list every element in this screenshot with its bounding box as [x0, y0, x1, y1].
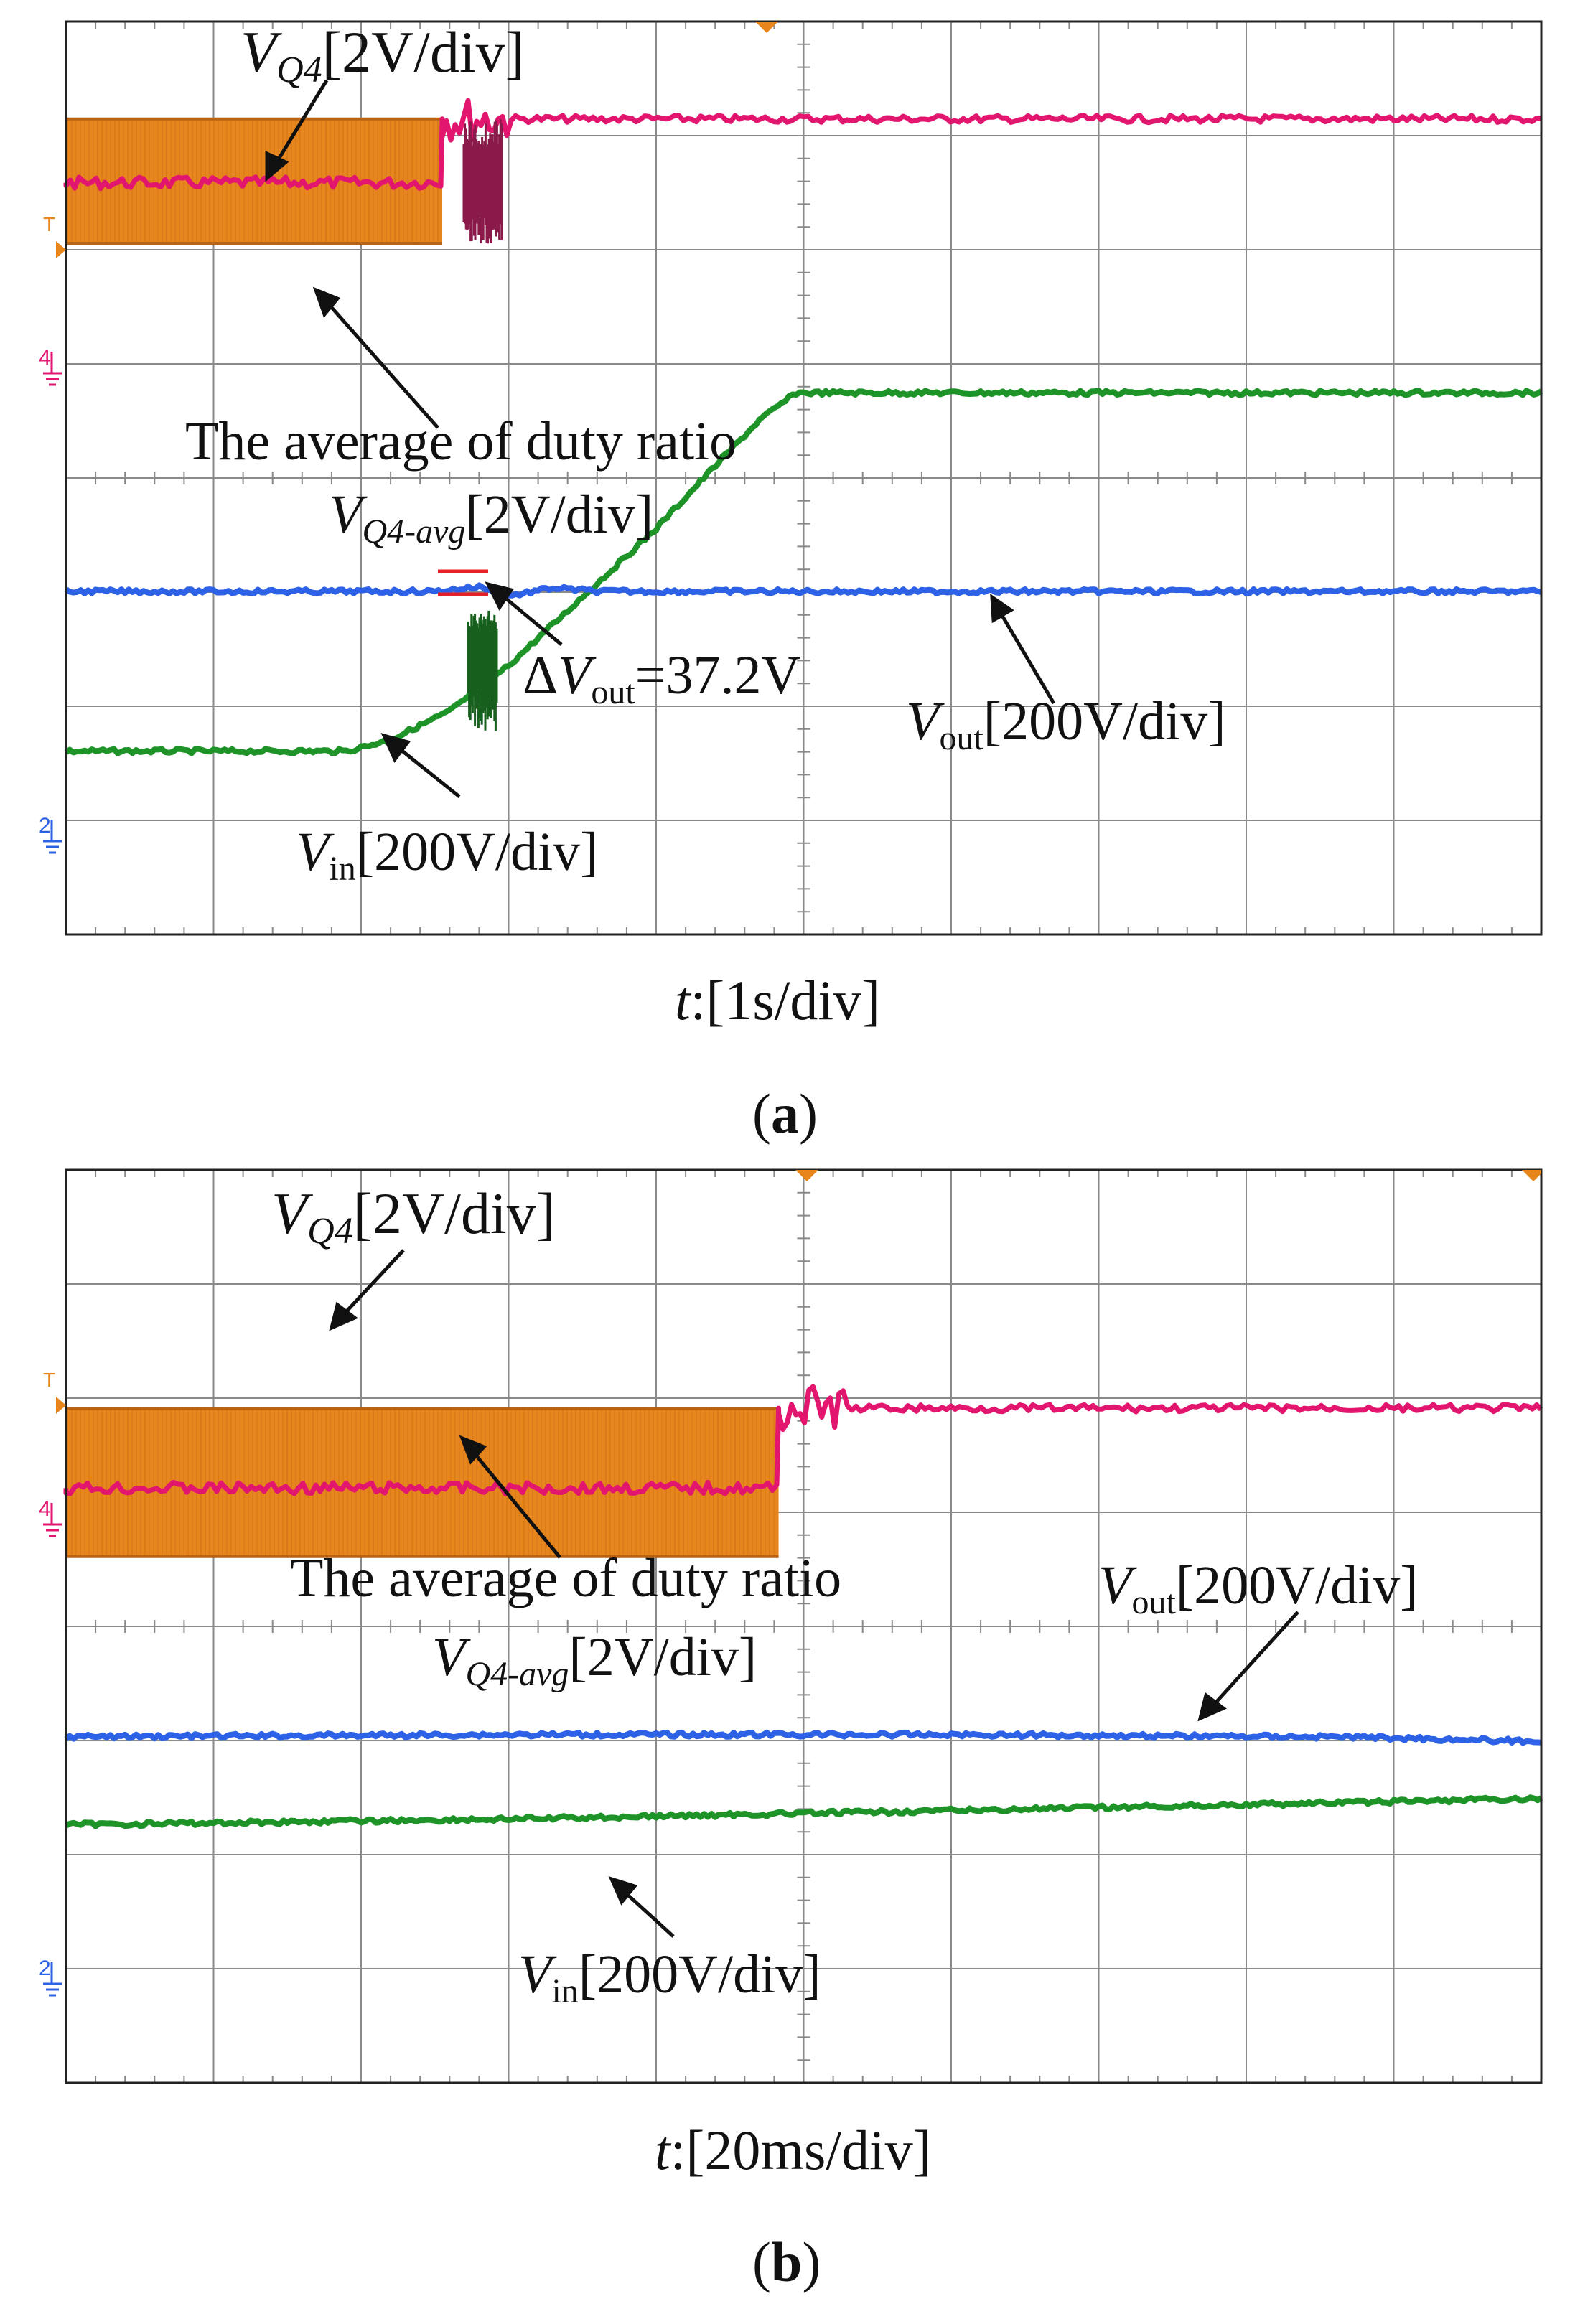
marker-ch2-b: 2	[39, 1957, 51, 1980]
ground-icon	[43, 1962, 62, 1997]
marker-ch2-a: 2	[39, 814, 51, 838]
arrow-avg-b	[472, 1451, 561, 1559]
label-vq4avg-a: VQ4-avg[2V/div]	[329, 484, 653, 550]
panel-b: T 4 2 VQ4[2V/div] The average of duty ra…	[39, 1168, 1543, 2293]
marker-trigger-top-b	[795, 1170, 818, 1181]
label-vq4-b: VQ4[2V/div]	[271, 1181, 556, 1252]
series-duty-average	[63, 1384, 1543, 1496]
marker-trigger-a: T	[43, 213, 55, 235]
arrows-a	[265, 79, 1056, 798]
traces-b	[63, 1384, 1543, 1829]
arrow-vin-b-head	[608, 1875, 638, 1906]
arrow-vin-b	[623, 1890, 675, 1938]
arrows-b	[329, 1249, 1299, 1938]
label-vout-b: Vout[200V/div]	[1098, 1555, 1419, 1621]
series-vin	[65, 1794, 1543, 1829]
arrow-delta-a-head	[485, 581, 515, 611]
label-vout-a: Vout[200V/div]	[906, 691, 1226, 757]
arrow-avg-a	[327, 303, 439, 429]
caption-b: (b)	[752, 2231, 821, 2293]
xlabel-a: t:[1s/div]	[675, 969, 880, 1031]
series-duty-average	[63, 98, 1541, 192]
series-vout	[64, 582, 1542, 599]
series-vin	[64, 388, 1543, 756]
xlabel-b: t:[20ms/div]	[655, 2119, 932, 2181]
ground-icon	[43, 820, 62, 854]
label-vin-a: Vin[200V/div]	[296, 822, 599, 888]
arrow-vq4-a	[275, 79, 329, 163]
marker-trigger-b: T	[43, 1369, 55, 1391]
label-avg-a: The average of duty ratio	[185, 411, 737, 472]
ground-icon	[43, 1503, 62, 1537]
label-vq4avg-b: VQ4-avg[2V/div]	[432, 1627, 757, 1693]
series-vout	[64, 1729, 1542, 1746]
arrow-delta-a	[501, 594, 563, 646]
label-avg-b: The average of duty ratio	[290, 1548, 841, 1608]
label-vq4-a: VQ4[2V/div]	[240, 19, 525, 90]
arrow-vq4-b	[343, 1249, 405, 1315]
label-vin-b: Vin[200V/div]	[518, 1944, 821, 2010]
arrow-vout-a-head	[990, 594, 1014, 624]
arrow-vq4-b-head	[329, 1301, 358, 1331]
label-delta-vout-a: ΔVout=37.2V	[523, 645, 801, 711]
arrow-avg-b-head	[459, 1435, 487, 1465]
traces-a	[63, 98, 1543, 756]
arrow-avg-a-head	[312, 286, 341, 319]
grid-b	[65, 1169, 1542, 2084]
arrow-vout-b-head	[1197, 1692, 1227, 1722]
arrow-vin-a-head	[380, 733, 411, 763]
frame-a	[65, 20, 1543, 936]
caption-a: (a)	[752, 1082, 818, 1145]
arrow-vin-a	[397, 746, 461, 798]
marker-ch4-b: 4	[39, 1497, 51, 1521]
marker-trigger-arrow-b	[56, 1397, 66, 1414]
marker-trigger-top-right-b	[1522, 1170, 1541, 1181]
marker-trigger-top-a	[755, 22, 778, 33]
arrow-vout-b	[1212, 1611, 1299, 1707]
panel-a: T 4 2 VQ4[2V/div] The average of duty ra…	[39, 19, 1543, 1145]
ground-icon	[43, 352, 62, 386]
arrow-vout-a	[999, 613, 1056, 705]
arrow-vq4-a-head	[265, 151, 289, 182]
marker-ch4-a: 4	[39, 346, 51, 370]
marker-trigger-arrow-a	[56, 241, 66, 258]
